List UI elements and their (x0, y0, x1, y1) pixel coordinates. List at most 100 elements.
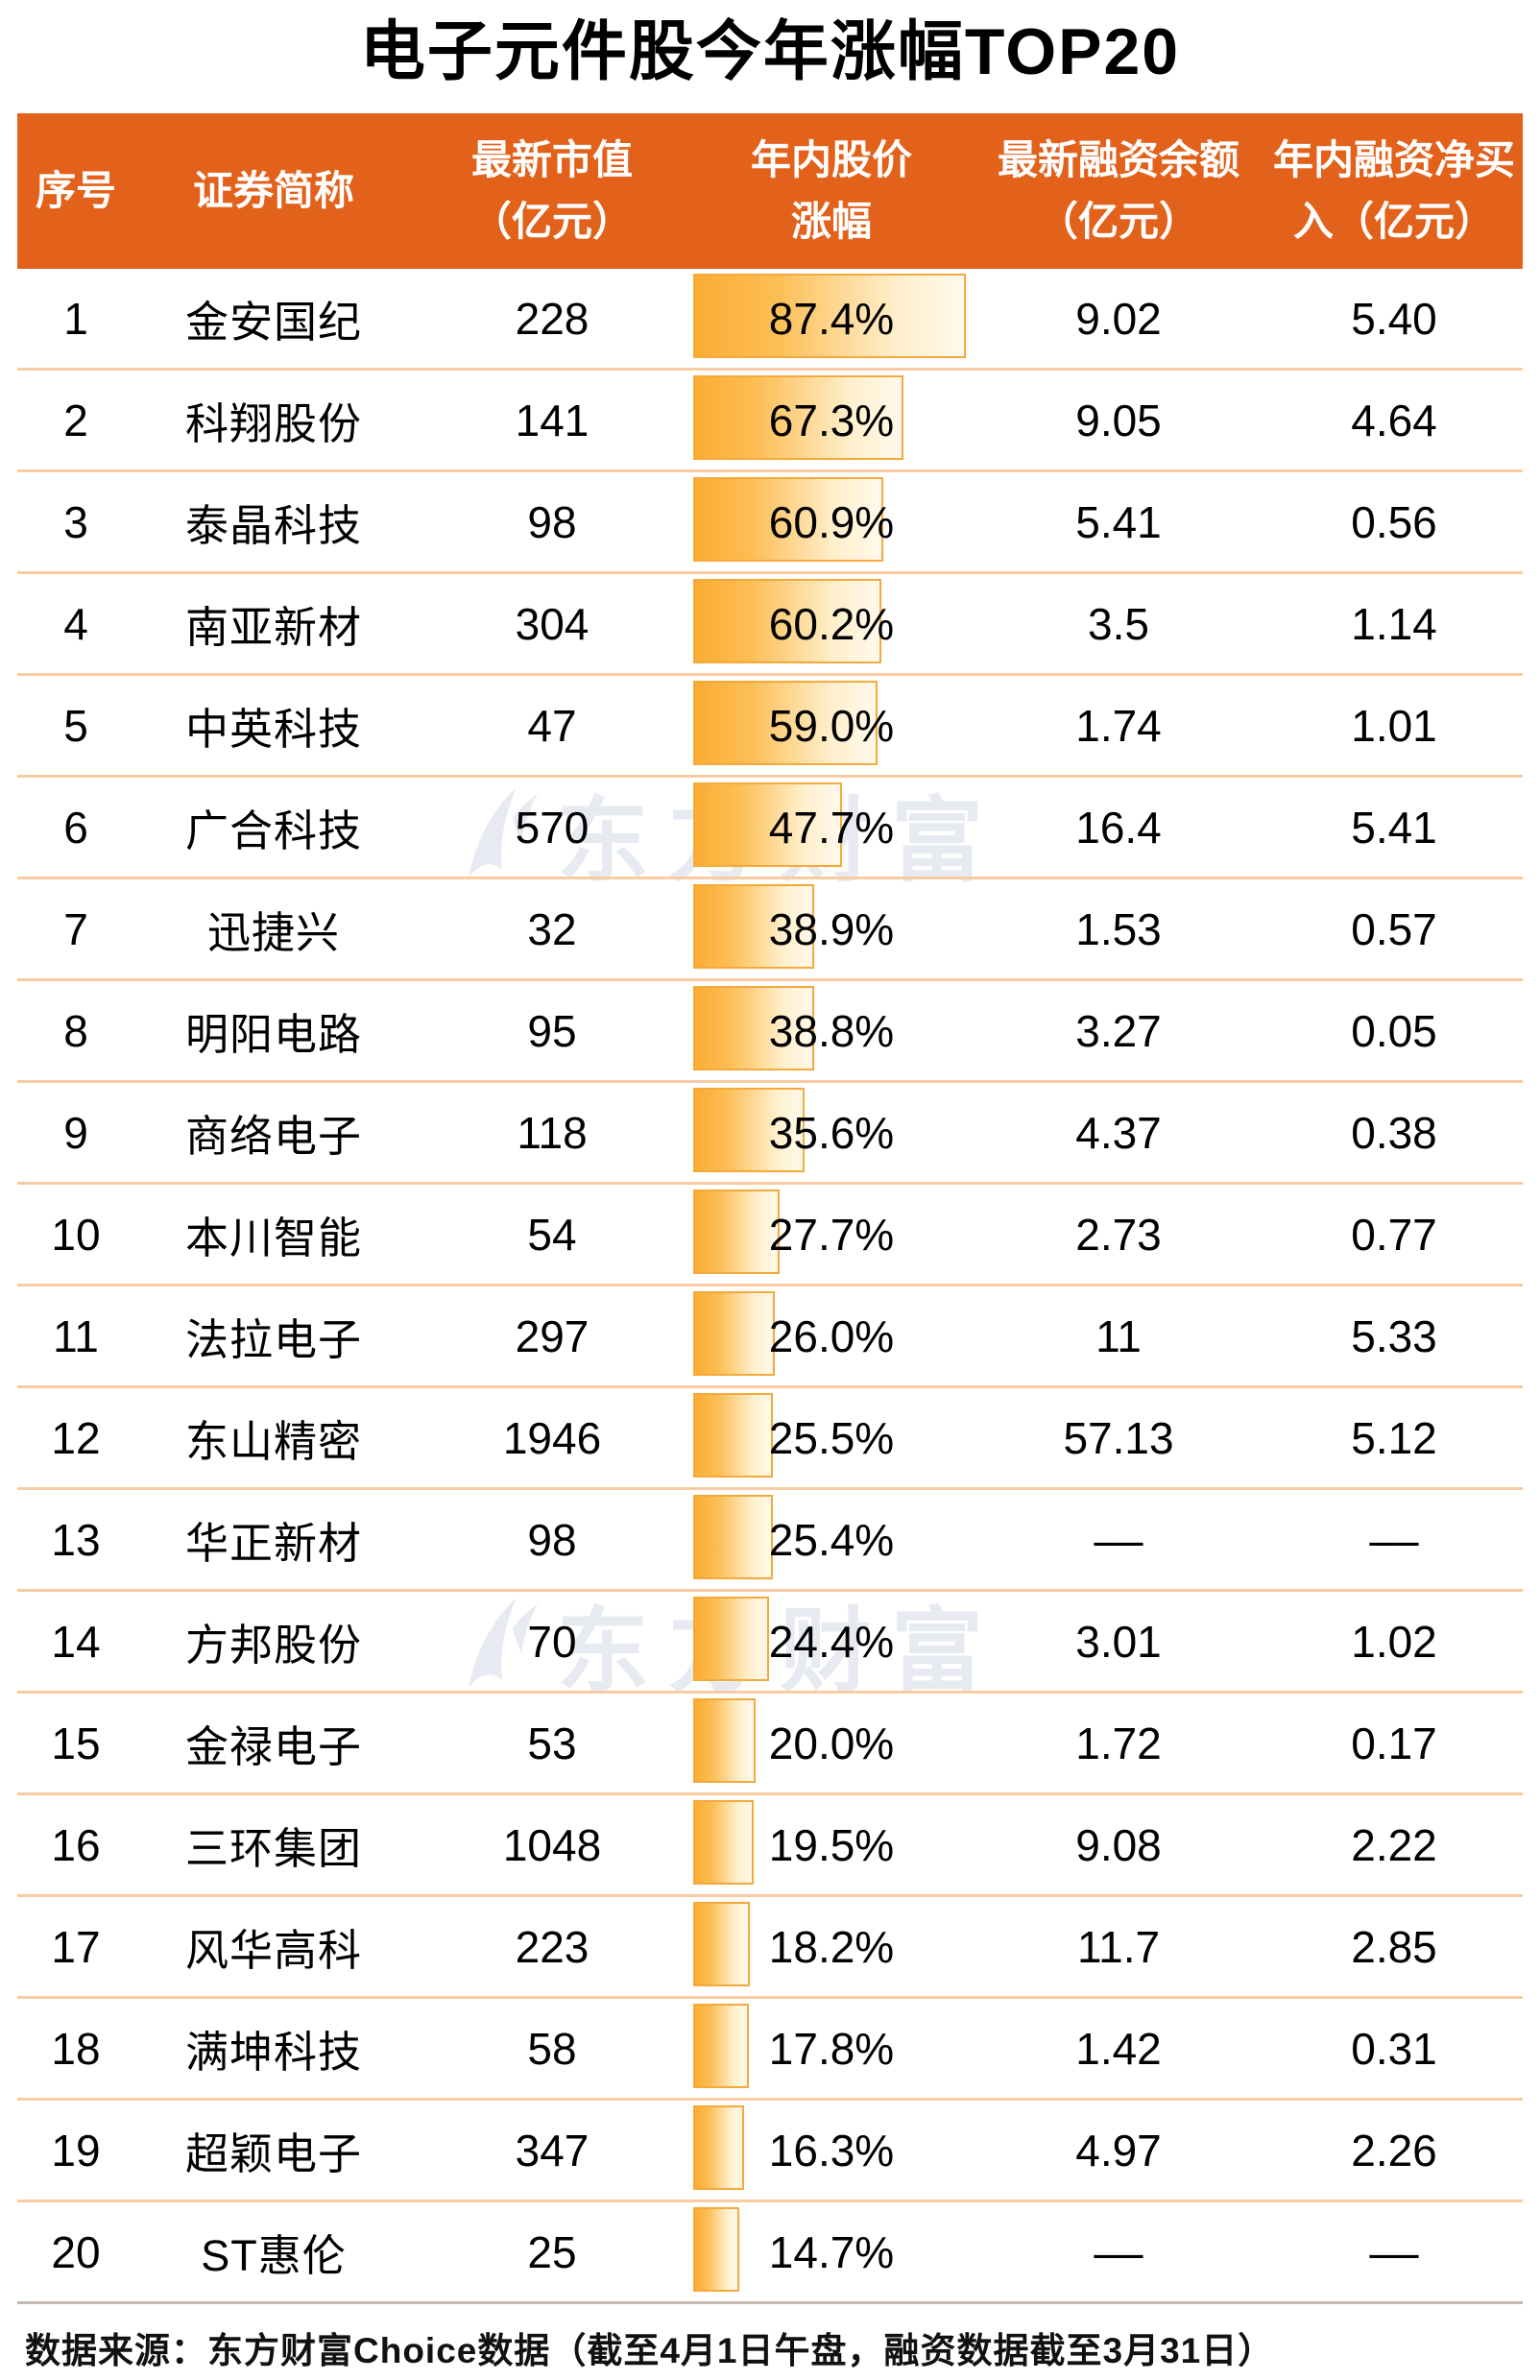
financing-balance-cell: 1.74 (1075, 700, 1162, 751)
table-row: 9 商络电子 118 35.6% 4.37 0.38 (17, 1083, 1523, 1185)
market-cap-cell: 297 (515, 1310, 590, 1361)
stock-name-cell: 东山精密 (184, 1417, 362, 1466)
pct-change-bar (693, 1698, 756, 1783)
pct-change-cell: 16.3% (691, 2101, 972, 2200)
rank-cell: 6 (63, 802, 88, 853)
table-row: 18 满坤科技 58 17.8% 1.42 0.31 (17, 1999, 1523, 2101)
net-buy-cell: 5.40 (1351, 293, 1437, 344)
market-cap-cell: 25 (527, 2226, 577, 2277)
table-row: 5 中英科技 47 59.0% 1.74 1.01 (17, 676, 1523, 778)
table-row: 19 超颖电子 347 16.3% 4.97 2.26 (17, 2101, 1523, 2202)
rank-cell: 16 (51, 1819, 101, 1870)
pct-change-bar (693, 884, 814, 969)
pct-change-value: 24.4% (768, 1616, 895, 1667)
financing-balance-cell: 9.08 (1075, 1819, 1162, 1870)
pct-change-value: 27.7% (768, 1209, 895, 1260)
rank-cell: 14 (51, 1616, 101, 1667)
pct-change-value: 18.2% (768, 1921, 895, 1972)
market-cap-cell: 98 (527, 1514, 577, 1565)
stock-name-cell: 金安国纪 (184, 298, 362, 347)
stock-name-cell: 法拉电子 (184, 1315, 362, 1364)
pct-change-cell: 59.0% (691, 676, 972, 775)
net-buy-cell: 2.26 (1351, 2125, 1437, 2176)
pct-change-cell: 87.4% (691, 269, 972, 368)
financing-balance-cell: 4.97 (1075, 2125, 1162, 2176)
pct-change-bar (693, 1902, 750, 1986)
market-cap-cell: 570 (515, 802, 590, 853)
pct-change-bar (693, 1597, 769, 1681)
table-row: 11 法拉电子 297 26.0% 11 5.33 (17, 1286, 1523, 1388)
market-cap-cell: 32 (527, 903, 577, 954)
pct-change-cell: 25.4% (691, 1490, 972, 1589)
rank-cell: 12 (51, 1412, 101, 1463)
pct-change-value: 20.0% (768, 1718, 895, 1768)
stock-name-cell: 广合科技 (184, 806, 362, 855)
rank-cell: 1 (63, 293, 88, 344)
pct-change-value: 60.9% (768, 496, 895, 547)
pct-change-cell: 60.2% (691, 574, 972, 673)
financing-balance-cell: 3.5 (1088, 598, 1149, 649)
pct-change-bar (693, 986, 814, 1070)
market-cap-cell: 53 (527, 1718, 577, 1768)
net-buy-cell: 2.85 (1351, 1921, 1437, 1972)
pct-change-value: 59.0% (768, 700, 895, 751)
market-cap-cell: 141 (515, 395, 590, 445)
rank-cell: 18 (51, 2023, 101, 2074)
table-row: 2 科翔股份 141 67.3% 9.05 4.64 (17, 371, 1523, 472)
pct-change-cell: 18.2% (691, 1897, 972, 1996)
rank-cell: 20 (51, 2226, 101, 2277)
net-buy-cell: 0.77 (1351, 1209, 1437, 1260)
stock-name-cell: 华正新材 (184, 1519, 362, 1568)
rank-cell: 8 (63, 1005, 88, 1056)
table-row: 7 迅捷兴 32 38.9% 1.53 0.57 (17, 879, 1523, 981)
table-row: 13 华正新材 98 25.4% –– –– (17, 1490, 1523, 1592)
pct-change-value: 16.3% (768, 2125, 895, 2176)
net-buy-cell: 0.57 (1351, 903, 1437, 954)
rank-cell: 3 (63, 496, 88, 547)
column-header-name: 证券简称 (192, 168, 354, 213)
financing-balance-cell: 9.05 (1075, 395, 1162, 445)
net-buy-cell: 1.02 (1351, 1616, 1437, 1667)
data-source-note: 数据来源：东方财富Choice数据（截至4月1日午盘，融资数据截至3月31日） (25, 2331, 1275, 2370)
pct-change-bar (693, 579, 881, 663)
pct-change-value: 38.9% (768, 903, 895, 954)
stock-name-cell: 满坤科技 (184, 2028, 362, 2077)
pct-change-bar (693, 681, 878, 765)
stock-name-cell: ST惠伦 (201, 2231, 347, 2280)
pct-change-value: 17.8% (768, 2023, 895, 2074)
market-cap-cell: 304 (515, 598, 590, 649)
financing-balance-cell: 57.13 (1063, 1412, 1174, 1463)
pct-change-bar (693, 477, 883, 562)
pct-change-value: 26.0% (768, 1310, 895, 1361)
table-row: 17 风华高科 223 18.2% 11.7 2.85 (17, 1897, 1523, 1999)
pct-change-cell: 26.0% (691, 1286, 972, 1385)
pct-change-bar (693, 2004, 749, 2088)
rank-cell: 17 (51, 1921, 101, 1972)
pct-change-bar (693, 1088, 805, 1172)
table-row: 16 三环集团 1048 19.5% 9.08 2.22 (17, 1795, 1523, 1897)
pct-change-bar (693, 1291, 775, 1376)
pct-change-bar (693, 1495, 773, 1579)
pct-change-cell: 47.7% (691, 778, 972, 877)
rank-cell: 15 (51, 1718, 101, 1768)
financing-balance-cell: 11.7 (1076, 1921, 1161, 1972)
pct-change-cell: 38.9% (691, 879, 972, 978)
market-cap-cell: 1048 (502, 1819, 602, 1870)
rank-cell: 4 (63, 598, 88, 649)
net-buy-cell: 0.56 (1351, 496, 1437, 547)
net-buy-cell: –– (1369, 2226, 1419, 2277)
market-cap-cell: 47 (527, 700, 577, 751)
rank-cell: 11 (53, 1310, 99, 1361)
stock-name-cell: 三环集团 (184, 1824, 362, 1873)
stock-name-cell: 中英科技 (184, 705, 362, 754)
pct-change-value: 25.5% (768, 1412, 895, 1463)
pct-change-bar (693, 2105, 744, 2190)
stock-name-cell: 迅捷兴 (206, 908, 340, 957)
column-header-rank: 序号 (35, 168, 116, 213)
table-row: 10 本川智能 54 27.7% 2.73 0.77 (17, 1185, 1523, 1286)
table-row: 6 广合科技 570 47.7% 16.4 5.41 (17, 778, 1523, 879)
table-row: 20 ST惠伦 25 14.7% –– –– (17, 2202, 1523, 2304)
net-buy-cell: 5.41 (1351, 802, 1437, 853)
stock-name-cell: 南亚新材 (184, 603, 362, 652)
